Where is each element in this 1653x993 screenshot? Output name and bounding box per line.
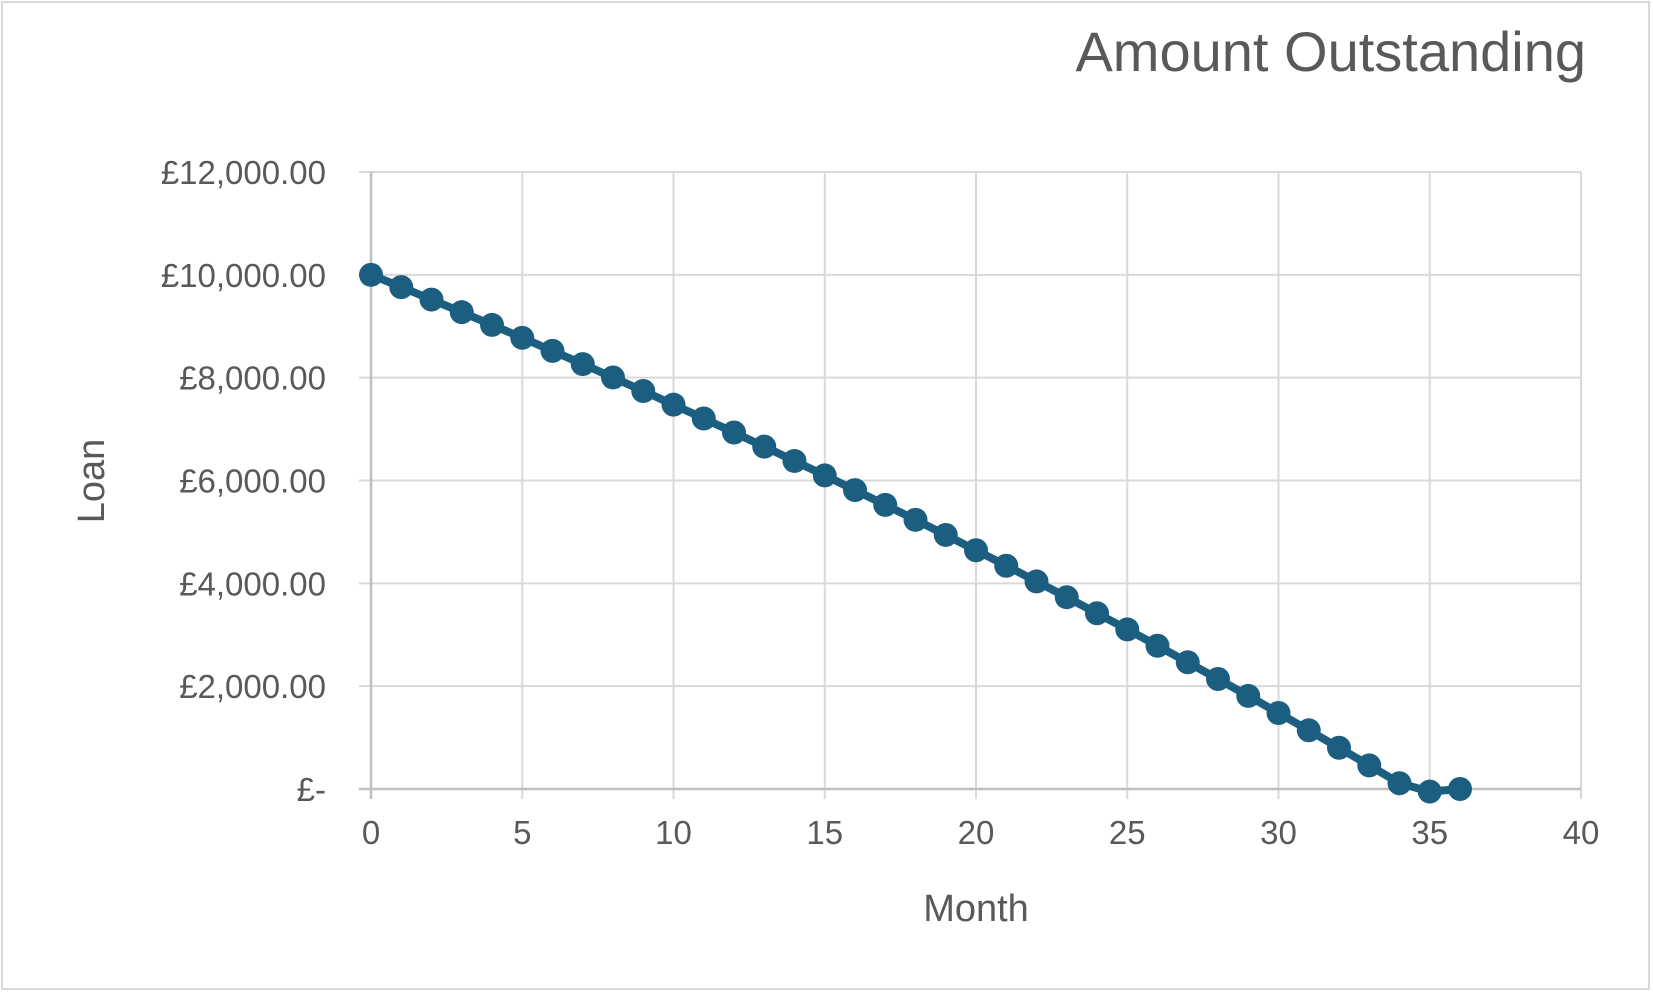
data-series [359, 262, 1472, 804]
x-tick-label: 25 [1109, 814, 1146, 851]
data-point [540, 338, 565, 363]
y-tick-label: £12,000.00 [161, 154, 326, 191]
y-axis-title: Loan [71, 439, 113, 524]
data-point [1387, 771, 1412, 796]
y-tick-label: £8,000.00 [179, 360, 326, 397]
data-point [480, 312, 504, 337]
data-point [964, 538, 988, 563]
data-point [843, 478, 867, 503]
data-point [812, 463, 837, 488]
data-point [691, 406, 716, 431]
data-point [1417, 779, 1442, 804]
data-point [752, 434, 777, 459]
data-point [631, 378, 656, 403]
tick-labels: £- £2,000.00 £4,000.00 £6,000.00 £8,000.00 £1… [161, 154, 1600, 851]
data-point [933, 522, 958, 547]
y-tick-label: £6,000.00 [179, 463, 326, 500]
data-point [419, 287, 444, 312]
data-point [1115, 617, 1140, 642]
data-point [782, 448, 807, 473]
x-tick-label: 35 [1411, 814, 1448, 851]
data-point [1266, 701, 1291, 726]
y-tick-label: £- [297, 771, 326, 808]
x-axis-title: Month [923, 888, 1029, 930]
y-tick-label: £2,000.00 [179, 668, 326, 705]
data-point [389, 275, 414, 300]
data-point [903, 507, 928, 532]
data-point [1206, 667, 1230, 692]
data-point [449, 300, 474, 325]
x-tick-label: 5 [513, 814, 531, 851]
y-tick-label: £10,000.00 [161, 257, 326, 294]
data-point [994, 553, 1019, 578]
x-tick-label: 0 [362, 814, 380, 851]
data-point [1357, 753, 1382, 778]
data-point [1175, 650, 1200, 675]
data-point [1448, 777, 1472, 801]
data-point [1024, 569, 1049, 594]
data-point [359, 262, 383, 287]
axes [359, 172, 1581, 799]
x-tick-label: 20 [958, 814, 995, 851]
data-point [1054, 585, 1079, 610]
data-point [1236, 683, 1261, 708]
data-point [1085, 601, 1109, 626]
data-point [1145, 633, 1170, 658]
data-point [873, 492, 898, 517]
x-tick-label: 15 [806, 814, 843, 851]
x-tick-label: 10 [655, 814, 692, 851]
data-point [1327, 735, 1351, 760]
data-point [661, 392, 686, 417]
y-tick-label: £4,000.00 [179, 565, 326, 602]
data-point [722, 420, 746, 445]
data-point [570, 352, 595, 377]
data-point [1296, 718, 1321, 743]
series-line [367, 270, 1464, 796]
gridlines [359, 171, 1582, 799]
x-tick-label: 30 [1260, 814, 1297, 851]
data-point [510, 325, 535, 350]
x-tick-label: 40 [1563, 814, 1600, 851]
line-chart: Amount Outstanding £-£2,000.00£4,000.00£… [71, 20, 1600, 930]
data-point [601, 365, 625, 390]
chart-title: Amount Outstanding [1075, 20, 1586, 83]
